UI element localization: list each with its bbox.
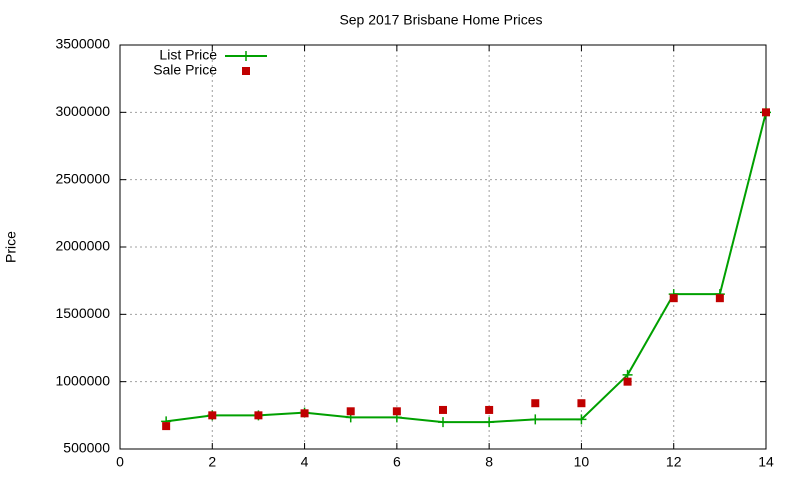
point-marker bbox=[485, 405, 494, 414]
y-tick-label: 1000000 bbox=[55, 372, 110, 388]
point-marker bbox=[346, 407, 355, 416]
x-tick-label: 12 bbox=[666, 454, 682, 470]
x-tick-label: 8 bbox=[485, 454, 493, 470]
y-tick-label: 1500000 bbox=[55, 305, 110, 321]
point-marker bbox=[623, 377, 632, 386]
legend-swatch bbox=[242, 67, 250, 75]
point-marker bbox=[392, 407, 401, 416]
point-marker bbox=[254, 411, 263, 420]
point-marker bbox=[438, 417, 448, 428]
legend-label: List Price bbox=[159, 47, 217, 63]
point-marker bbox=[439, 405, 447, 414]
point-marker bbox=[715, 294, 724, 303]
point-marker bbox=[669, 294, 678, 303]
legend-label: Sale Price bbox=[153, 62, 217, 78]
y-axis-label: Price bbox=[3, 231, 19, 263]
y-tick-label: 500000 bbox=[63, 440, 110, 456]
x-tick-label: 6 bbox=[393, 454, 401, 470]
point-marker bbox=[300, 409, 309, 418]
y-tick-label: 2500000 bbox=[55, 170, 110, 186]
legend-swatch bbox=[241, 51, 251, 61]
y-tick-label: 3500000 bbox=[55, 36, 110, 52]
x-tick-label: 10 bbox=[574, 454, 590, 470]
x-tick-label: 14 bbox=[758, 454, 774, 470]
point-marker bbox=[576, 414, 587, 425]
point-marker bbox=[530, 414, 541, 425]
point-marker bbox=[208, 411, 217, 420]
y-tick-label: 2000000 bbox=[55, 238, 110, 254]
chart-title: Sep 2017 Brisbane Home Prices bbox=[339, 12, 542, 28]
series-line bbox=[166, 112, 767, 424]
x-tick-label: 0 bbox=[116, 454, 124, 470]
point-marker bbox=[577, 399, 586, 408]
point-marker bbox=[762, 108, 770, 117]
point-marker bbox=[531, 399, 540, 408]
point-marker bbox=[162, 422, 171, 431]
point-marker bbox=[484, 417, 495, 428]
y-tick-label: 3000000 bbox=[55, 103, 110, 119]
plot-frame bbox=[119, 44, 767, 450]
x-tick-label: 2 bbox=[208, 454, 216, 470]
x-tick-label: 4 bbox=[301, 454, 309, 470]
